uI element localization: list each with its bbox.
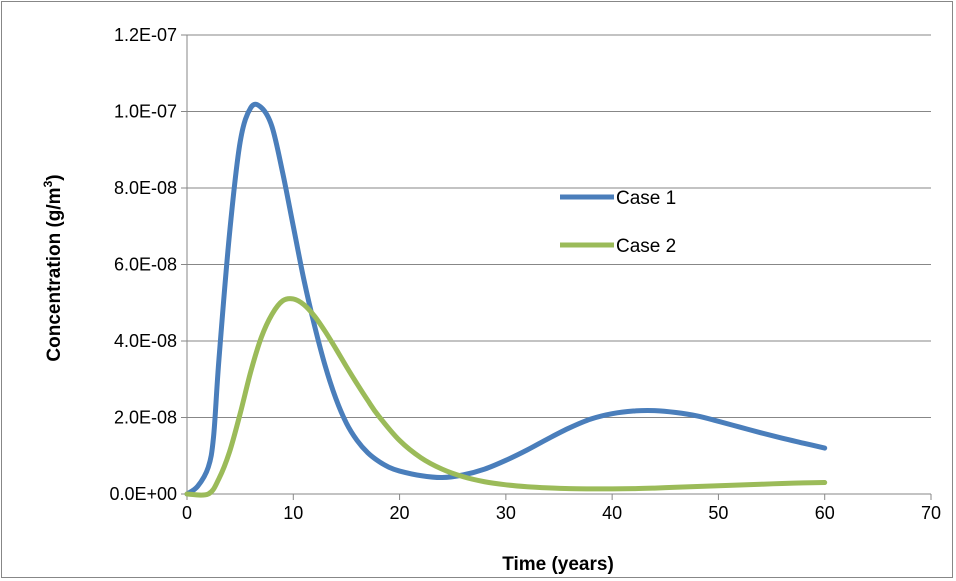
series-line-case-2 (184, 296, 828, 498)
y-tick-label: 8.0E-08 (114, 178, 177, 198)
series-line-case-1 (184, 101, 828, 497)
legend-label-case-1: Case 1 (616, 188, 676, 209)
grid-lines (187, 34, 931, 418)
y-tick-label: 2.0E-08 (114, 408, 177, 428)
x-tick-labels: 0 10 20 30 40 50 60 70 (182, 494, 941, 523)
legend-label-case-2: Case 2 (616, 236, 676, 257)
y-tick-labels: 0.0E+00 2.0E-08 4.0E-08 6.0E-08 8.0E-08 1.0E-… (109, 25, 187, 504)
y-tick-label: 1.2E-07 (114, 25, 177, 45)
y-axis-title-main: Concentration (g/m (44, 187, 65, 361)
x-tick-label: 20 (390, 503, 410, 523)
y-tick-label: 0.0E+00 (109, 484, 177, 504)
x-tick-label: 40 (602, 503, 622, 523)
legend: Case 1 Case 2 (560, 188, 676, 257)
x-tick-label: 10 (283, 503, 303, 523)
x-tick-label: 50 (708, 503, 728, 523)
y-tick-label: 1.0E-07 (114, 102, 177, 122)
x-axis-title: Time (years) (502, 554, 614, 575)
y-axis-title-close: ) (44, 174, 65, 180)
x-tick-label: 30 (496, 503, 516, 523)
x-tick-label: 70 (921, 503, 941, 523)
x-tick-label: 60 (815, 503, 835, 523)
series-lines (184, 101, 828, 498)
y-axis-title-superscript: 3 (41, 180, 55, 187)
y-axis-title: Concentration (g/m3) (41, 174, 65, 361)
x-tick-label: 0 (182, 503, 192, 523)
y-tick-label: 6.0E-08 (114, 255, 177, 275)
y-tick-label: 4.0E-08 (114, 331, 177, 351)
